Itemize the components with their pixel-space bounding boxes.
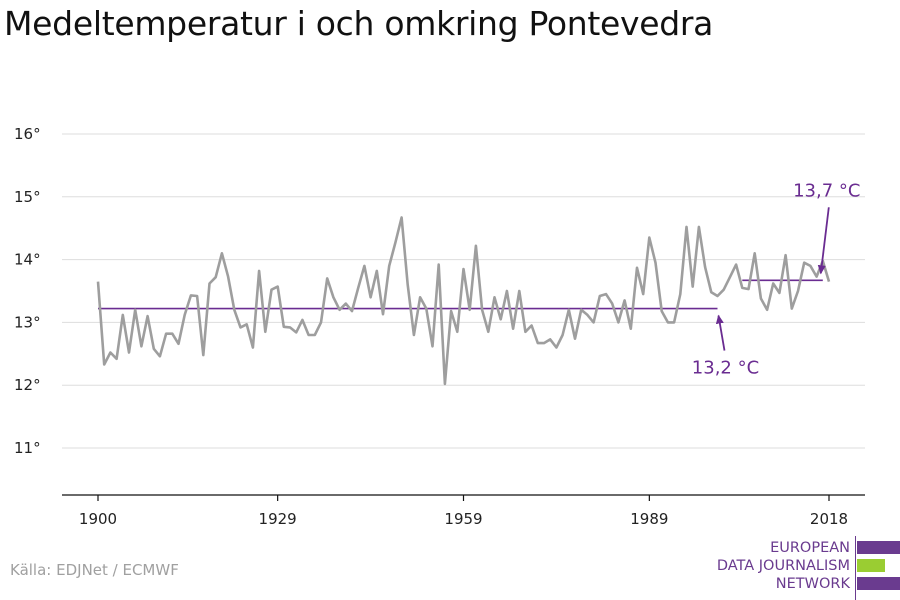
y-tick-label: 15°	[14, 188, 41, 206]
x-axis	[62, 494, 865, 501]
x-axis-tick-labels: 1900 1929 1959 1989 2018	[79, 510, 848, 528]
logo-bar-green	[857, 559, 885, 572]
annotation-label: 13,7 °C	[793, 180, 860, 201]
logo-divider	[855, 536, 856, 600]
logo-line-2: DATA JOURNALISM	[716, 558, 850, 574]
gridlines	[62, 133, 865, 449]
temperature-series	[96, 216, 831, 386]
source-credit: Källa: EDJNet / ECMWF	[10, 561, 179, 579]
x-tick-label: 1929	[259, 510, 297, 528]
x-tick-label: 1989	[630, 510, 668, 528]
annotation-arrow	[817, 207, 830, 275]
x-tick-label: 1959	[444, 510, 482, 528]
logo-bar-purple-bottom	[857, 577, 900, 590]
edjnet-logo: EUROPEAN DATA JOURNALISM NETWORK	[700, 536, 900, 600]
logo-line-3: NETWORK	[775, 576, 850, 592]
average-annotations: 13,2 °C 13,7 °C	[692, 180, 861, 378]
x-tick-label: 1900	[79, 510, 117, 528]
annotation-label: 13,2 °C	[692, 358, 759, 379]
x-tick-label: 2018	[810, 510, 848, 528]
y-axis-tick-labels: 11° 12° 13° 14° 15° 16°	[14, 125, 41, 457]
y-tick-label: 12°	[14, 376, 41, 394]
chart-title: Medeltemperatur i och omkring Pontevedra	[4, 4, 714, 43]
annotation-arrow	[715, 314, 726, 351]
y-tick-label: 11°	[14, 439, 41, 457]
series-line	[96, 216, 831, 386]
logo-line-1: EUROPEAN	[770, 540, 850, 556]
y-tick-label: 13°	[14, 313, 41, 331]
y-tick-label: 14°	[14, 251, 41, 269]
logo-bar-purple-top	[857, 541, 900, 554]
y-tick-label: 16°	[14, 125, 41, 143]
